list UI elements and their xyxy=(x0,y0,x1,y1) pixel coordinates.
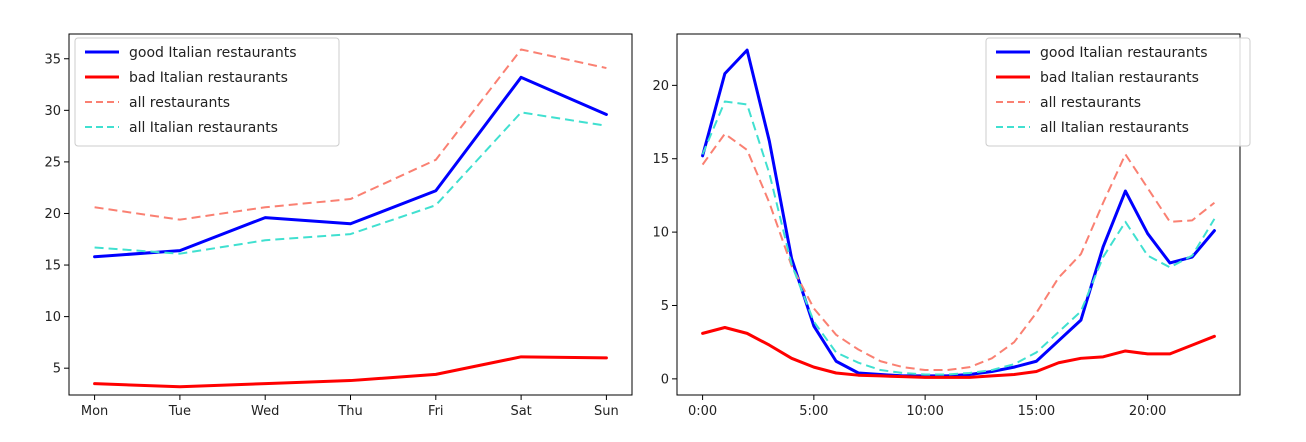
y-tick-label: 20 xyxy=(44,207,61,222)
legend-box xyxy=(74,37,340,147)
x-tick-label: 10:00 xyxy=(906,404,943,419)
series-line-1 xyxy=(701,48,1216,378)
series-line-3 xyxy=(701,132,1216,372)
y-tick-label: 15 xyxy=(652,152,669,167)
y-tick-label: 10 xyxy=(44,310,61,325)
legend-label: all restaurants xyxy=(129,95,230,111)
x-tick-label: 15:00 xyxy=(1018,404,1055,419)
series-line-2 xyxy=(701,326,1216,379)
legend-label: all Italian restaurants xyxy=(129,120,278,136)
legend-label: bad Italian restaurants xyxy=(1040,70,1199,86)
series-line-1 xyxy=(93,75,608,259)
series-line-4 xyxy=(94,111,607,255)
legend-label: good Italian restaurants xyxy=(1040,45,1208,61)
series-line-3 xyxy=(94,48,607,221)
y-tick-label: 35 xyxy=(44,52,61,67)
x-tick-label: Mon xyxy=(81,404,108,419)
series-group xyxy=(93,48,608,389)
x-tick-label: Tue xyxy=(168,404,191,419)
legend: good Italian restaurants bad Italian rest… xyxy=(985,37,1251,147)
x-tick-label: Sat xyxy=(510,404,531,419)
x-tick-label: Fri xyxy=(428,404,444,419)
y-tick-label: 30 xyxy=(44,104,61,119)
series-group xyxy=(701,48,1216,379)
y-tick-label: 15 xyxy=(44,259,61,274)
x-tick-label: Wed xyxy=(251,404,279,419)
chart-panel-1: Mon Tue Wed Thu Fri Sat Sun 5 10 15 20 25 30 35 good I… xyxy=(44,33,633,419)
x-tick-label: Thu xyxy=(337,404,362,419)
legend-label: good Italian restaurants xyxy=(129,45,297,61)
y-tick-label: 25 xyxy=(44,155,61,170)
y-tick-label: 0 xyxy=(661,372,669,387)
plot-frame xyxy=(676,33,1241,396)
chart-panel-2: 0:00 5:00 10:00 15:00 20:00 0 5 10 15 20 good Ital… xyxy=(652,33,1251,419)
y-tick-label: 5 xyxy=(661,299,669,314)
legend-box xyxy=(985,37,1251,147)
y-tick-label: 20 xyxy=(652,79,669,94)
y-tick-label: 5 xyxy=(53,362,61,377)
legend: good Italian restaurants bad Italian rest… xyxy=(74,37,340,147)
x-tick-label: 20:00 xyxy=(1129,404,1166,419)
legend-label: bad Italian restaurants xyxy=(129,70,288,86)
y-tick-label: 10 xyxy=(652,226,669,241)
legend-label: all Italian restaurants xyxy=(1040,120,1189,136)
series-line-4 xyxy=(701,100,1216,376)
x-tick-label: Sun xyxy=(594,404,619,419)
legend-label: all restaurants xyxy=(1040,95,1141,111)
x-tick-label: 5:00 xyxy=(799,404,828,419)
x-tick-label: 0:00 xyxy=(688,404,717,419)
series-line-2 xyxy=(93,355,608,389)
